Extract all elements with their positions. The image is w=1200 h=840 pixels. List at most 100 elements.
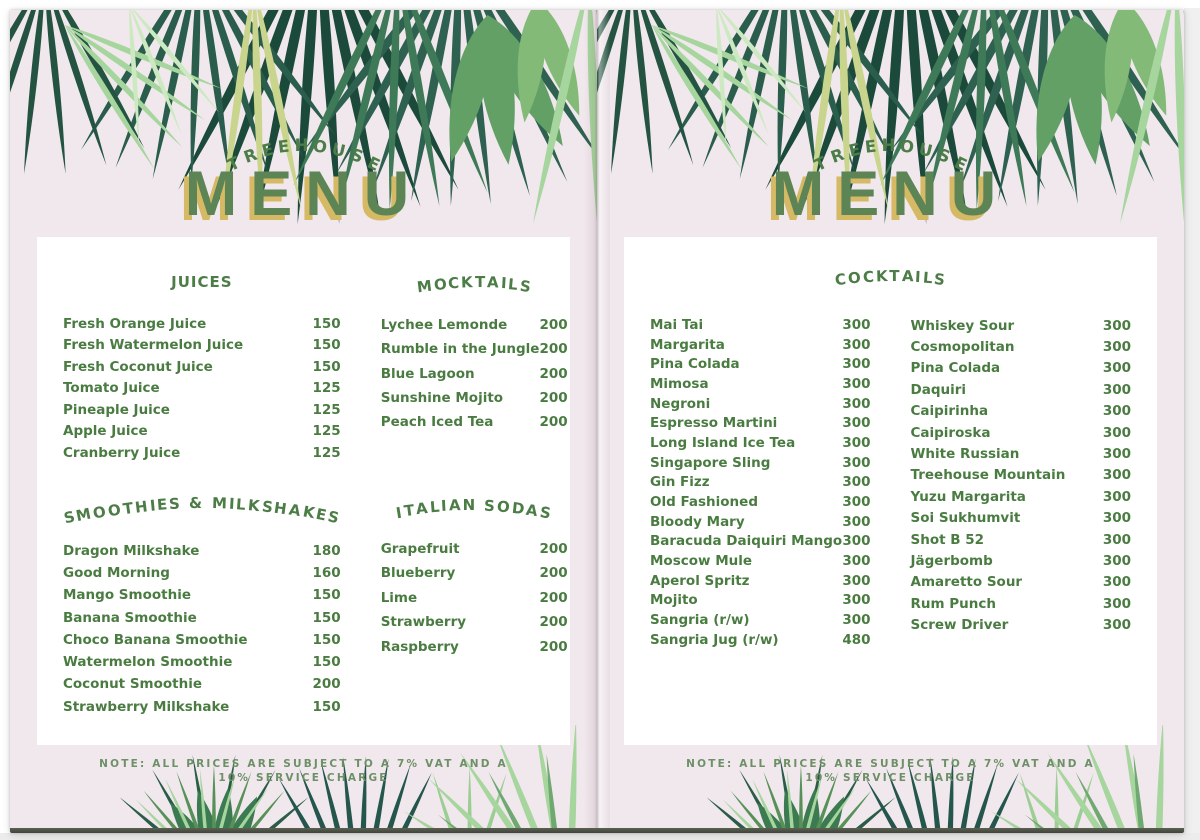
item-price: 300 bbox=[842, 553, 871, 570]
item-name: Margarita bbox=[650, 336, 725, 353]
item-price: 300 bbox=[842, 513, 871, 530]
menu-photo: TRE E H O USE MENU JUICES Fresh Orange Juice… bbox=[10, 10, 1184, 833]
footer-note-line1: NOTE: ALL PRICES ARE SUBJECT TO A 7% VAT… bbox=[99, 758, 508, 770]
menu-card-right: COCKTAILS Mai Tai 300 Margarita 300 bbox=[624, 237, 1157, 745]
item-name: Jägerbomb bbox=[910, 552, 993, 569]
item-price: 300 bbox=[1102, 531, 1131, 548]
section-juices: JUICES Fresh Orange Juice 150 Fresh Wat bbox=[63, 273, 341, 464]
item-price: 125 bbox=[312, 444, 341, 461]
menu-item-row: Strawberry 200 bbox=[381, 610, 568, 635]
section-heading-smoothies: SMOOTHIES & MILKSHAKES bbox=[61, 493, 343, 527]
item-name: Blueberry bbox=[380, 565, 456, 582]
item-price: 300 bbox=[1102, 381, 1131, 398]
item-price: 300 bbox=[1102, 424, 1131, 441]
menu-item-row: Rumble in the Jungle 200 bbox=[381, 337, 568, 361]
item-price: 125 bbox=[312, 423, 341, 440]
item-name: Whiskey Sour bbox=[910, 317, 1015, 334]
footer-note-line1: NOTE: ALL PRICES ARE SUBJECT TO A 7% VAT… bbox=[686, 758, 1095, 770]
item-name: Mango Smoothie bbox=[63, 587, 191, 604]
menu-item-row: Watermelon Smoothie 150 bbox=[63, 651, 341, 673]
item-name: White Russian bbox=[910, 446, 1020, 463]
item-price: 300 bbox=[842, 316, 871, 333]
item-price: 300 bbox=[842, 375, 871, 392]
column-left: JUICES Fresh Orange Juice 150 Fresh Wat bbox=[61, 273, 343, 718]
item-name: Espresso Martini bbox=[650, 415, 778, 432]
item-name: Fresh Orange Juice bbox=[63, 315, 207, 332]
menu-item-row: Sangria (r/w) 300 bbox=[650, 610, 871, 630]
section-mocktails: MOCKTAILS Lychee Lemonde 200 Rumble in bbox=[381, 273, 568, 434]
item-price: 300 bbox=[842, 454, 871, 471]
menu-item-row: Blue Lagoon 200 bbox=[381, 362, 568, 386]
item-name: Coconut Smoothie bbox=[63, 676, 203, 693]
item-price: 125 bbox=[312, 401, 341, 418]
item-name: Old Fashioned bbox=[650, 494, 758, 511]
menu-item-row: Old Fashioned 300 bbox=[650, 492, 871, 512]
item-price: 300 bbox=[1102, 317, 1131, 334]
item-name: Dragon Milkshake bbox=[63, 542, 200, 559]
menu-item-row: Strawberry Milkshake 150 bbox=[63, 696, 341, 718]
item-price: 300 bbox=[842, 494, 871, 511]
menu-item-row: Mai Tai 300 bbox=[650, 315, 871, 335]
menu-item-row: Lime 200 bbox=[381, 585, 568, 610]
menu-item-row: Shot B 52 300 bbox=[911, 529, 1132, 550]
menu-title: MENU bbox=[184, 159, 423, 229]
menu-item-row: Dragon Milkshake 180 bbox=[63, 540, 341, 562]
item-name: Caipirinha bbox=[910, 403, 989, 420]
menu-item-row: Cranberry Juice 125 bbox=[63, 442, 341, 464]
browser-background-bottom bbox=[0, 833, 1200, 840]
item-name: Treehouse Mountain bbox=[910, 467, 1066, 484]
item-name: Sangria Jug (r/w) bbox=[650, 631, 779, 648]
item-name: Lime bbox=[380, 589, 418, 606]
menu-item-row: Gin Fizz 300 bbox=[650, 473, 871, 493]
menu-item-row: Grapefruit 200 bbox=[381, 536, 568, 561]
item-name: Mai Tai bbox=[650, 316, 704, 333]
item-price: 200 bbox=[539, 341, 568, 358]
item-price: 300 bbox=[1102, 574, 1131, 591]
item-price: 300 bbox=[842, 474, 871, 491]
menu-item-row: Treehouse Mountain 300 bbox=[911, 465, 1132, 486]
item-price: 200 bbox=[539, 589, 568, 606]
item-name: Cranberry Juice bbox=[63, 444, 181, 461]
item-price: 300 bbox=[842, 415, 871, 432]
item-name: Fresh Watermelon Juice bbox=[63, 337, 244, 354]
column-right: MOCKTAILS Lychee Lemonde 200 Rumble in bbox=[381, 273, 568, 718]
item-name: Mimosa bbox=[650, 375, 709, 392]
item-price: 150 bbox=[312, 337, 341, 354]
menu-item-row: Rum Punch 300 bbox=[911, 593, 1132, 614]
menu-item-row: Lychee Lemonde 200 bbox=[381, 313, 568, 337]
browser-background-right bbox=[1184, 8, 1200, 840]
arch-title-treehouse: TRE E H O USE bbox=[224, 136, 383, 175]
menu-item-row: Fresh Watermelon Juice 150 bbox=[63, 335, 341, 357]
item-price: 150 bbox=[312, 609, 341, 626]
item-name: Rumble in the Jungle bbox=[380, 341, 540, 358]
item-price: 125 bbox=[312, 380, 341, 397]
section-heading-mocktails: MOCKTAILS bbox=[415, 273, 533, 297]
item-name: Bloody Mary bbox=[650, 513, 745, 530]
item-price: 300 bbox=[842, 336, 871, 353]
menu-item-row: Sunshine Mojito 200 bbox=[381, 386, 568, 410]
item-name: Banana Smoothie bbox=[63, 609, 197, 626]
item-price: 200 bbox=[539, 614, 568, 631]
section-heading-italian-sodas: ITALIAN SODAS bbox=[395, 496, 554, 524]
item-price: 200 bbox=[539, 365, 568, 382]
item-name: Soi Sukhumvit bbox=[910, 510, 1021, 527]
menu-item-row: Tomato Juice 125 bbox=[63, 378, 341, 400]
item-price: 150 bbox=[312, 315, 341, 332]
item-price: 200 bbox=[539, 638, 568, 655]
item-price: 200 bbox=[539, 414, 568, 431]
item-name: Cosmopolitan bbox=[910, 339, 1015, 356]
item-price: 150 bbox=[312, 587, 341, 604]
item-name: Strawberry bbox=[380, 614, 467, 631]
item-price: 160 bbox=[312, 564, 341, 581]
item-name: Blue Lagoon bbox=[380, 365, 475, 382]
menu-item-list-cocktails-col2: Whiskey Sour 300 Cosmopolitan 300 Pina C… bbox=[911, 315, 1132, 650]
menu-item-row: Banana Smoothie 150 bbox=[63, 606, 341, 628]
item-price: 300 bbox=[1102, 510, 1131, 527]
item-name: Daquiri bbox=[910, 381, 967, 398]
menu-title: MENU bbox=[771, 159, 1010, 229]
item-name: Choco Banana Smoothie bbox=[63, 631, 248, 648]
item-name: Yuzu Margarita bbox=[910, 488, 1026, 505]
item-name: Baracuda Daiquiri Mango bbox=[650, 533, 843, 550]
item-name: Watermelon Smoothie bbox=[63, 654, 233, 671]
item-price: 300 bbox=[1102, 488, 1131, 505]
